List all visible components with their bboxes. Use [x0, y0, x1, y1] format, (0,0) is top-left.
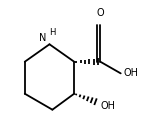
Text: N: N [39, 33, 47, 43]
Text: O: O [96, 8, 104, 18]
Text: H: H [49, 28, 56, 37]
Text: OH: OH [123, 68, 138, 78]
Text: OH: OH [100, 101, 115, 112]
